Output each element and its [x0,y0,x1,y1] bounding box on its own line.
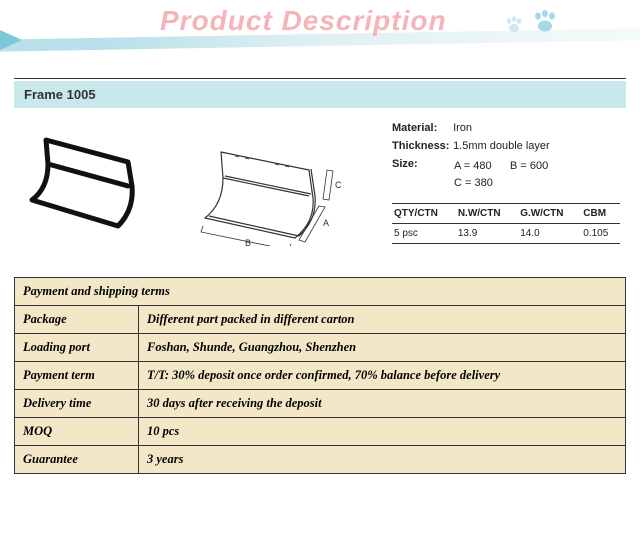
product-diagram: C A B [169,122,384,251]
table-row: 5 psc 13.9 14.0 0.105 [392,224,620,244]
terms-value: T/T: 30% deposit once order confirmed, 7… [139,362,626,390]
size-label: Size: [392,158,450,170]
terms-label: Guarantee [15,446,139,474]
spec-thickness: Thickness: 1.5mm double layer [392,140,620,152]
col-cbm: CBM [581,204,620,224]
col-nw: N.W/CTN [456,204,518,224]
terms-value: Different part packed in different carto… [139,306,626,334]
product-photo [14,122,169,251]
size-b: B = 600 [510,160,548,172]
thickness-value: 1.5mm double layer [453,140,550,152]
diagram-label-c: C [335,180,342,190]
table-row: Guarantee3 years [15,446,626,474]
thickness-label: Thickness: [392,140,450,152]
table-row: PackageDifferent part packed in differen… [15,306,626,334]
terms-label: Loading port [15,334,139,362]
terms-label: Package [15,306,139,334]
terms-table: Payment and shipping terms PackageDiffer… [14,277,626,474]
col-gw: G.W/CTN [518,204,581,224]
size-c: C = 380 [454,177,493,189]
table-row: QTY/CTN N.W/CTN G.W/CTN CBM [392,204,620,224]
terms-value: 30 days after receiving the deposit [139,390,626,418]
table-row: Delivery time30 days after receiving the… [15,390,626,418]
terms-label: Delivery time [15,390,139,418]
cell-qty: 5 psc [392,224,456,244]
terms-label: MOQ [15,418,139,446]
col-qty: QTY/CTN [392,204,456,224]
table-row: Loading portFoshan, Shunde, Guangzhou, S… [15,334,626,362]
terms-value: 3 years [139,446,626,474]
diagram-label-b: B [245,238,251,246]
table-row: MOQ10 pcs [15,418,626,446]
diagram-label-a: A [323,218,329,228]
material-value: Iron [453,122,472,134]
header: Product Description [0,0,640,58]
product-section: Frame 1005 [14,78,626,259]
cell-nw: 13.9 [456,224,518,244]
terms-label: Payment term [15,362,139,390]
terms-header: Payment and shipping terms [15,278,626,306]
material-label: Material: [392,122,450,134]
page-title: Product Description [160,5,447,37]
size-values: A = 480 B = 600 C = 380 [454,158,620,191]
paw-decoration [502,10,560,39]
terms-value: Foshan, Shunde, Guangzhou, Shenzhen [139,334,626,362]
paw-icon [504,16,524,39]
product-name-label: Frame 1005 [14,81,626,108]
cell-cbm: 0.105 [581,224,620,244]
size-a: A = 480 [454,160,492,172]
terms-value: 10 pcs [139,418,626,446]
spec-column: Material: Iron Thickness: 1.5mm double l… [384,122,626,251]
paw-icon [532,10,558,39]
product-body: C A B Material: Iron Thickness: 1.5mm do… [14,108,626,259]
table-row: Payment and shipping terms [15,278,626,306]
table-row: Payment termT/T: 30% deposit once order … [15,362,626,390]
packing-table: QTY/CTN N.W/CTN G.W/CTN CBM 5 psc 13.9 1… [392,203,620,244]
spec-material: Material: Iron [392,122,620,134]
header-arrow-icon [0,30,22,50]
cell-gw: 14.0 [518,224,581,244]
